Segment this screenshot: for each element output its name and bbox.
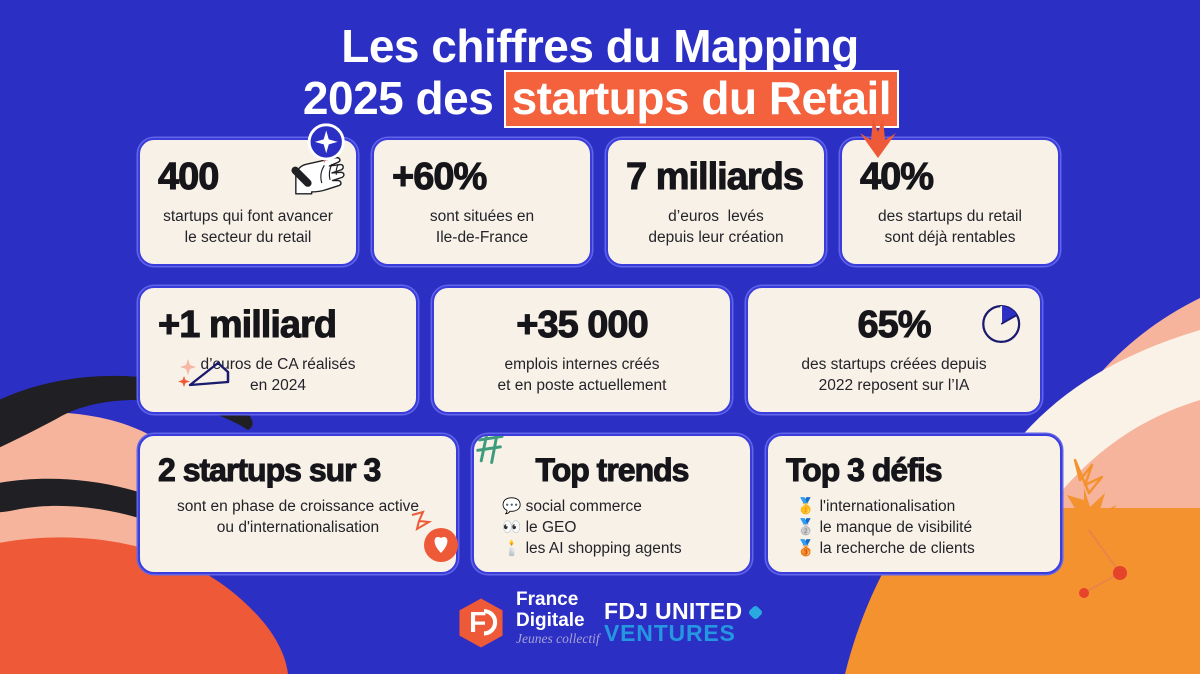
svg-text:F: F	[469, 606, 486, 638]
